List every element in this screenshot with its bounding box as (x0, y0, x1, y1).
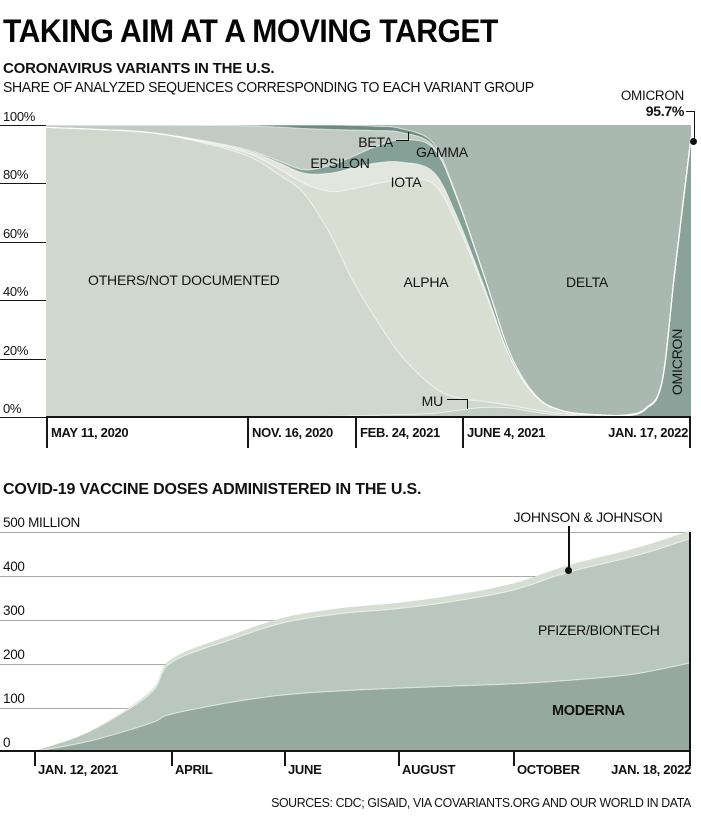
variants-y-tick-label: 100% (0, 108, 46, 126)
variants-x-axis-line (46, 416, 691, 418)
area-moderna (34, 662, 691, 752)
doses-x-tick (34, 752, 36, 766)
area-pfizer-biontech (34, 538, 691, 752)
variants-x-tick-label: FEB. 24, 2021 (360, 425, 440, 440)
doses-x-tick (284, 752, 286, 766)
doses-y-tick-label: 200 (3, 647, 25, 662)
doses-gridline (0, 532, 691, 533)
variants-chart-subtitle: SHARE OF ANALYZED SEQUENCES CORRESPONDIN… (3, 80, 534, 96)
layer-boundary (34, 537, 691, 752)
layer-boundary (46, 125, 691, 417)
doses-x-tick (171, 752, 173, 766)
doses-x-tick (513, 752, 515, 766)
doses-y-tick-label: 0 (3, 735, 11, 750)
variants-x-tick-label: JAN. 17, 2022 (608, 425, 688, 440)
mu-callout-line (447, 399, 468, 409)
doses-right-edge-tick (689, 532, 691, 766)
doses-x-tick-label: JAN. 18, 2022 (611, 762, 691, 777)
annotation-omicron-value: 95.7% (645, 103, 685, 119)
doses-area-chart (34, 520, 691, 752)
doses-y-tick-label: 500 MILLION (3, 515, 80, 530)
label-beta: BETA (358, 134, 393, 150)
variants-y-tick-label: 20% (0, 342, 46, 360)
variants-stream-chart (46, 125, 691, 417)
area-delta (46, 125, 691, 416)
doses-chart-title: COVID-19 VACCINE DOSES ADMINISTERED IN T… (3, 481, 422, 498)
area-alpha (46, 127, 691, 416)
doses-gridline (0, 576, 691, 577)
variants-y-tick-label: 80% (0, 166, 46, 185)
jj-callout-dot (565, 567, 572, 574)
variants-y-tick-label: 40% (0, 283, 46, 302)
variants-x-tick-label: MAY 11, 2020 (51, 425, 129, 440)
variants-y-tick-label: 60% (0, 225, 46, 243)
doses-area-svg (34, 530, 691, 752)
label-moderna: MODERNA (552, 703, 625, 719)
variants-x-tick (247, 417, 249, 448)
omicron-callout-dot (690, 138, 697, 145)
variants-x-tick (689, 417, 691, 448)
label-pfizer: PFIZER/BIONTECH (538, 622, 660, 638)
label-others: OTHERS/NOT DOCUMENTED (88, 272, 280, 288)
area-others-not-documented (46, 127, 691, 417)
doses-x-tick-label: OCTOBER (517, 762, 580, 777)
annotation-omicron-label: OMICRON (620, 88, 684, 103)
variants-y-tick-label: 0% (0, 400, 46, 418)
doses-x-tick (398, 752, 400, 766)
page-title: TAKING AIM AT A MOVING TARGET (3, 13, 498, 49)
variants-x-tick (462, 417, 464, 448)
label-alpha: ALPHA (403, 274, 449, 290)
layer-boundary (46, 137, 691, 417)
label-delta: DELTA (565, 274, 609, 290)
variants-x-tick (355, 417, 357, 448)
label-mu: MU (421, 393, 444, 409)
variants-x-tick-label: JUNE 4, 2021 (467, 425, 546, 440)
jj-callout-line (568, 526, 570, 568)
doses-x-tick-label: AUGUST (402, 762, 456, 777)
variants-chart-title: CORONAVIRUS VARIANTS IN THE U.S. (3, 60, 275, 77)
doses-x-tick-label: JUNE (288, 762, 322, 777)
doses-y-tick-label: 400 (3, 559, 25, 574)
label-johnson-johnson: JOHNSON & JOHNSON (513, 509, 663, 525)
doses-y-tick-label: 100 (3, 691, 25, 706)
label-epsilon: EPSILON (310, 155, 370, 171)
area-johnson-johnson (34, 530, 691, 752)
variants-x-tick (46, 417, 48, 448)
variants-x-tick-label: NOV. 16, 2020 (252, 425, 333, 440)
doses-x-tick-label: JAN. 12, 2021 (38, 762, 118, 777)
label-omicron-vertical: OMICRON (669, 328, 685, 396)
label-iota: IOTA (390, 174, 422, 190)
omicron-callout-line (686, 111, 695, 139)
layer-boundary (34, 662, 691, 752)
label-gamma: GAMMA (416, 144, 468, 160)
variants-stream-svg (46, 125, 691, 417)
doses-x-axis-line (0, 750, 691, 752)
beta-callout-line (396, 132, 409, 141)
doses-y-tick-label: 300 (3, 603, 25, 618)
sources-line: SOURCES: CDC; GISAID, VIA COVARIANTS.ORG… (271, 795, 691, 810)
doses-x-tick-label: APRIL (175, 762, 213, 777)
